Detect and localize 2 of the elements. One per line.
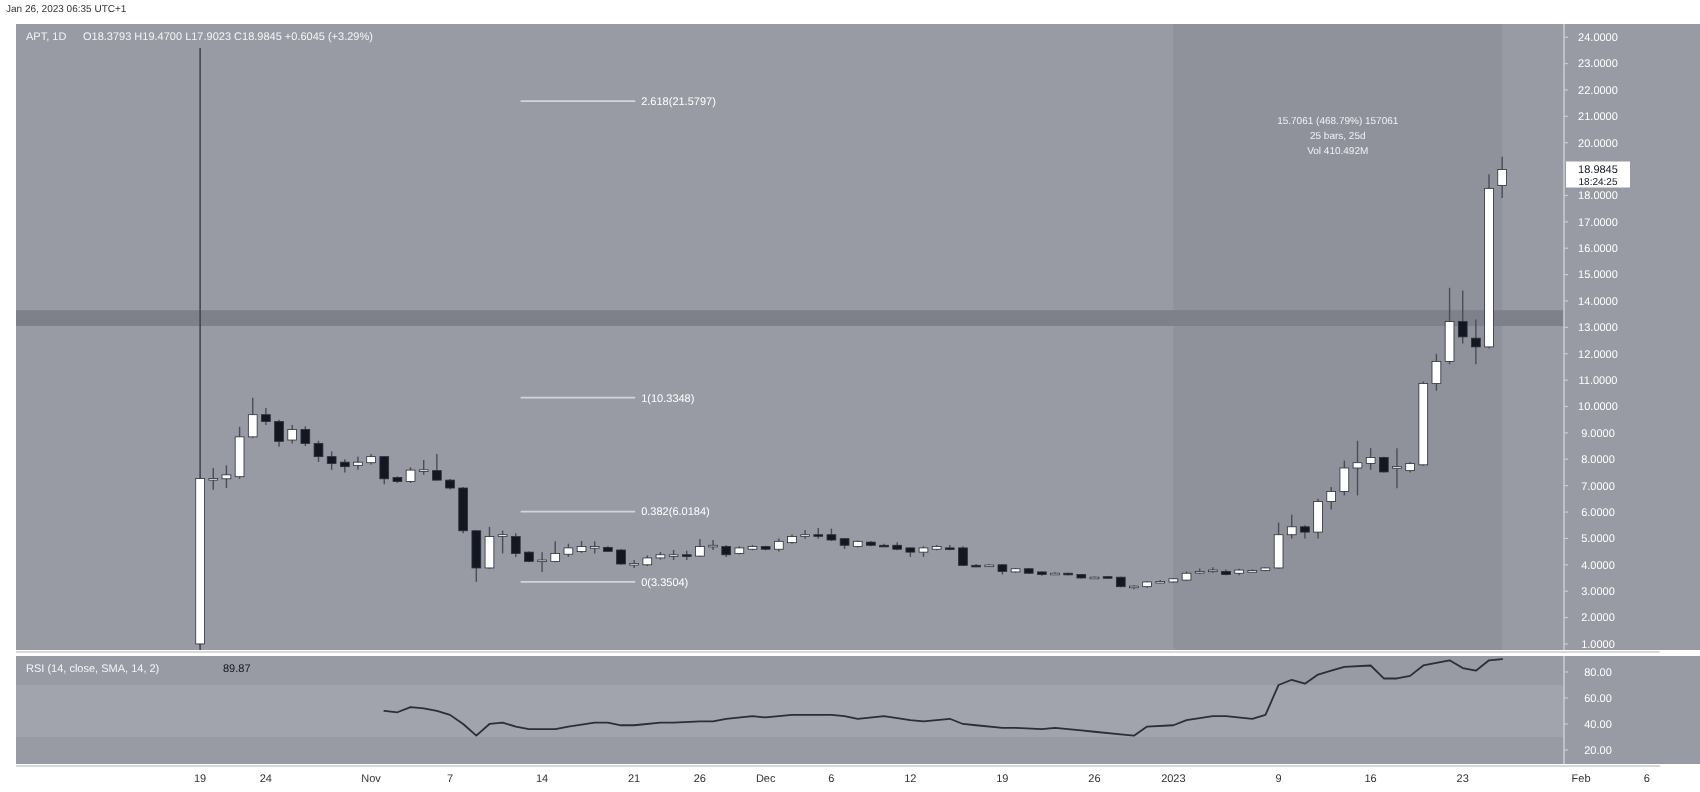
candlestick bbox=[1497, 155, 1507, 199]
line-series bbox=[383, 658, 1504, 737]
